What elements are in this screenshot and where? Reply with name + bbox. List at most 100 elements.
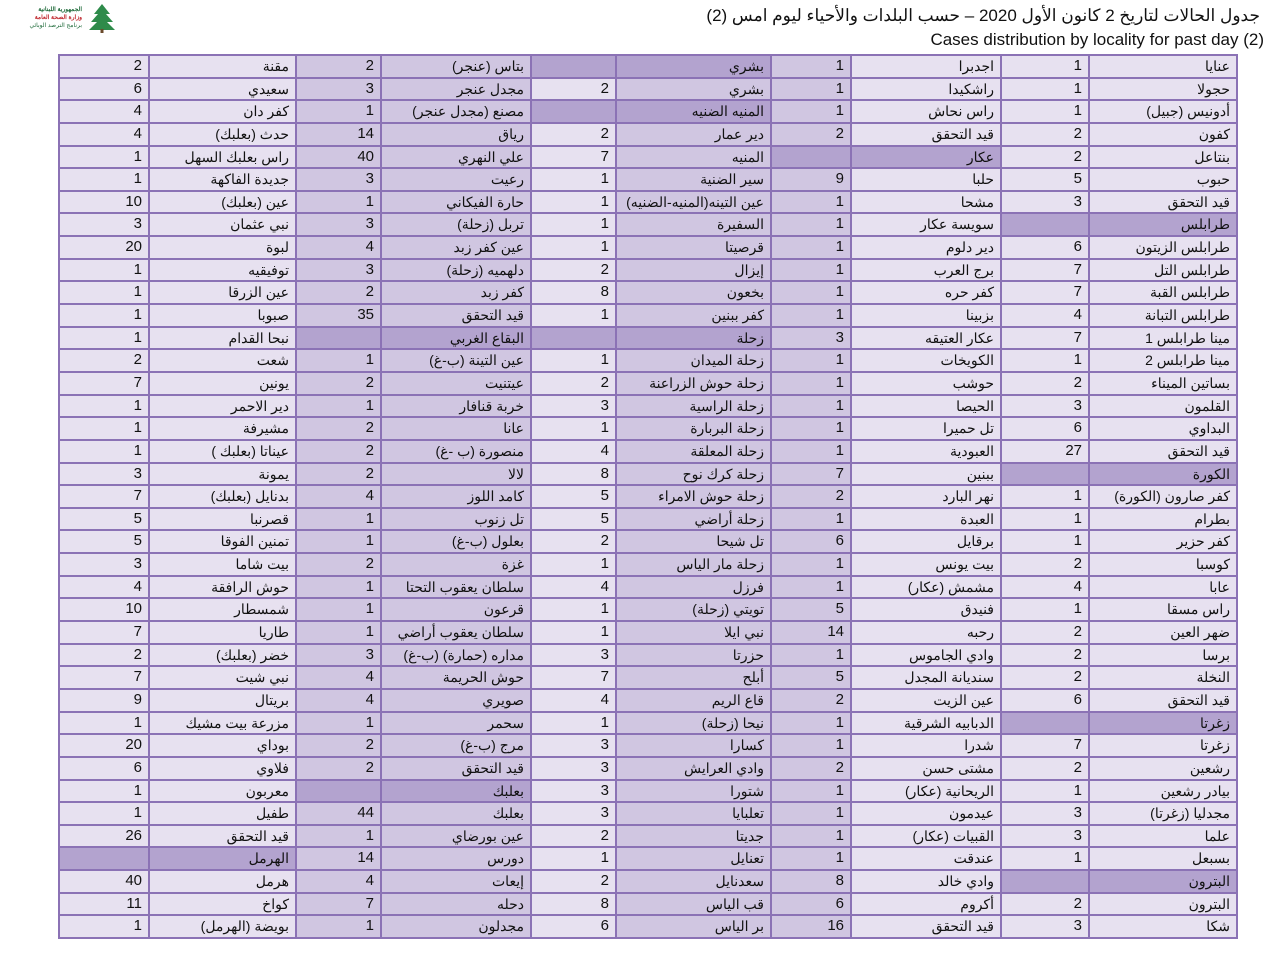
locality-name: تربل (زحلة) [382,214,532,238]
locality-name: أدونيس (جبيل) [1090,101,1238,124]
locality-name: حلبا [852,169,1002,192]
case-count: 3 [1002,191,1090,215]
region-header: زحلة [617,327,772,351]
locality-name: مشمش (عكار) [852,576,1002,600]
case-count: 44 [297,803,382,826]
locality-name: بر الياس [617,916,772,939]
case-count: 7 [60,667,150,690]
case-count: 4 [297,871,382,894]
case-count: 5 [772,599,852,623]
case-count: 3 [532,644,617,668]
locality-name: النخلة [1090,667,1238,690]
locality-name: زحلة الراسية [617,395,772,419]
locality-name: شعت [150,350,297,373]
locality-name: ببنين [852,463,1002,487]
locality-name: تعنايل [617,848,772,872]
case-count: 4 [532,576,617,600]
case-count [532,101,617,124]
locality-name: مينا طرابلس 1 [1090,327,1238,351]
case-count: 1 [772,440,852,464]
locality-name: صبوبا [150,305,297,328]
case-count: 3 [297,169,382,192]
case-count: 1 [772,372,852,396]
case-count: 7 [1002,735,1090,758]
case-count: 1 [297,599,382,623]
case-count: 20 [60,237,150,260]
case-count: 3 [60,463,150,487]
locality-name: وادي الجاموس [852,644,1002,668]
case-count [60,848,150,872]
case-count: 16 [772,916,852,939]
case-count: 9 [772,169,852,192]
locality-name: عين الزرقا [150,282,297,306]
ministry-logo: الجمهورية اللبنانية وزارة الصحة العامة ب… [8,2,118,36]
locality-name: بسبعل [1090,848,1238,872]
locality-name: بيت شاما [150,554,297,577]
locality-name: نيحا (زحلة) [617,712,772,736]
case-count: 2 [532,259,617,283]
case-count: 2 [1002,123,1090,147]
case-count: 1 [772,259,852,283]
case-count: 2 [532,531,617,555]
case-count: 1 [532,418,617,441]
cases-table: 2 مقنة 2 بتاس (عنجر) بشري 1 اجدبرا 1 عنايا 6 سعيدي… [58,54,1238,939]
locality-name: فلاوي [150,757,297,781]
case-count: 8 [532,282,617,306]
case-count: 1 [60,282,150,306]
case-count: 4 [297,667,382,690]
locality-name: حجولا [1090,78,1238,102]
case-count: 6 [772,531,852,555]
case-count: 3 [60,554,150,577]
locality-name: هرمل [150,871,297,894]
case-count: 1 [772,305,852,328]
locality-name: حوش الرافقة [150,576,297,600]
locality-name: العبدة [852,508,1002,532]
locality-name: سنديانة المجدل [852,667,1002,690]
case-count: 2 [532,825,617,849]
locality-name: طرابلس التبانة [1090,305,1238,328]
case-count: 4 [297,486,382,509]
case-count: 2 [60,350,150,373]
case-count: 40 [297,146,382,170]
locality-name: رحبه [852,622,1002,645]
case-count: 1 [60,327,150,351]
case-count: 1 [297,576,382,600]
case-count [532,327,617,351]
locality-name: عكار العتيقه [852,327,1002,351]
locality-name: أكروم [852,893,1002,917]
locality-name: الريحانية (عكار) [852,780,1002,804]
case-count: 2 [297,463,382,487]
case-count: 5 [532,486,617,509]
case-count: 1 [1002,508,1090,532]
case-count: 2 [297,757,382,781]
locality-name: بريتال [150,689,297,713]
locality-name: سحمر [382,712,532,736]
locality-name: مجدل عنجر [382,78,532,102]
locality-name: تل حميرا [852,418,1002,441]
case-count: 40 [60,871,150,894]
locality-name: زحلة حوش الزراعنة [617,372,772,396]
locality-name: منصورة (ب -غ) [382,440,532,464]
locality-name: بخعون [617,282,772,306]
case-count: 2 [1002,757,1090,781]
locality-name: بتاس (عنجر) [382,56,532,79]
locality-name: حزرتا [617,644,772,668]
locality-name: مشحا [852,191,1002,215]
case-count: 3 [532,780,617,804]
locality-name: دير دلوم [852,237,1002,260]
locality-name: مجدلون [382,916,532,939]
locality-name: بساتين الميناء [1090,372,1238,396]
case-count: 3 [297,644,382,668]
locality-name: حارة الفيكاني [382,191,532,215]
locality-name: كفر زبد [382,282,532,306]
case-count: 2 [297,735,382,758]
region-header: بعلبك [382,780,532,804]
locality-name: عين (بعلبك) [150,191,297,215]
case-count: 3 [297,259,382,283]
locality-name: طرابلس الزيتون [1090,237,1238,260]
locality-name: حبوب [1090,169,1238,192]
locality-name: كوسبا [1090,554,1238,577]
locality-name: توفيقيه [150,259,297,283]
case-count: 1 [532,191,617,215]
case-count: 1 [772,735,852,758]
